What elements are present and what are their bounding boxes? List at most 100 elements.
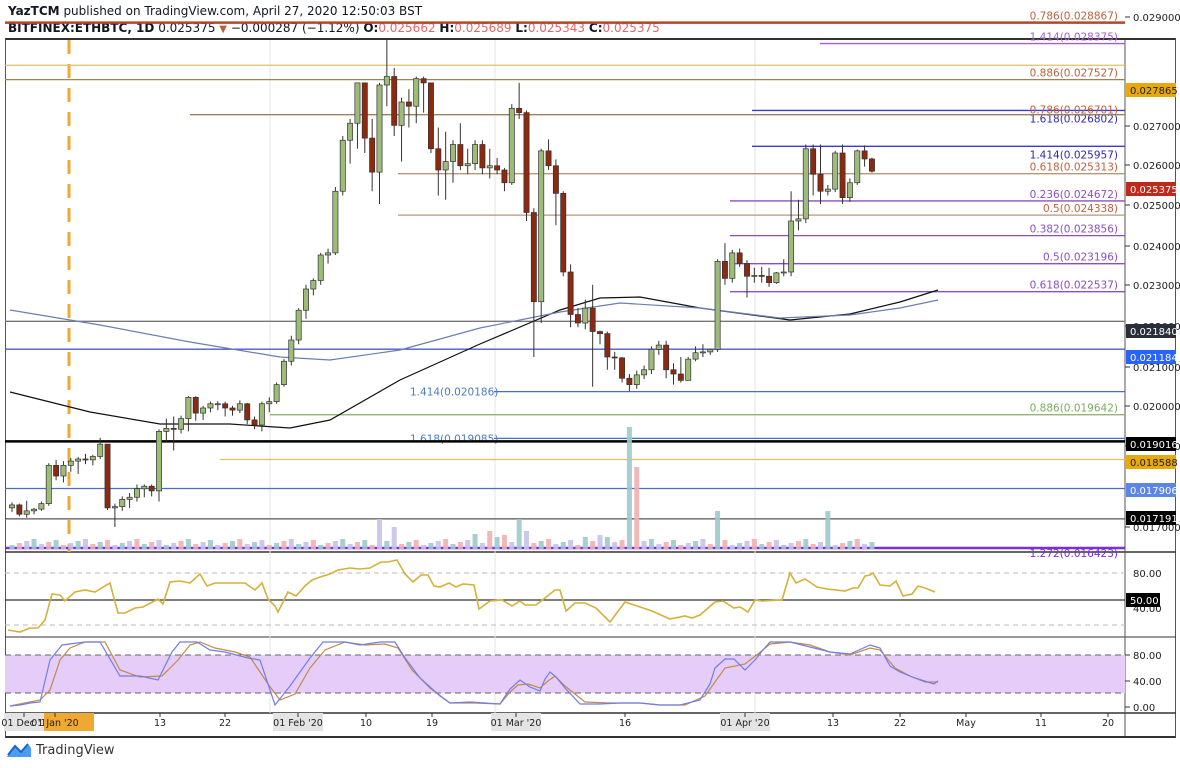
volume-bar — [862, 544, 868, 549]
last-price: 0.025375 — [158, 21, 216, 35]
publisher-name[interactable]: YazTCM — [8, 4, 60, 18]
volume-bar — [391, 527, 397, 549]
volume-bar — [435, 541, 441, 549]
volume-bar — [450, 544, 456, 549]
price-change: −0.000287 (−1.12%) — [230, 21, 360, 35]
volume-bar — [428, 543, 434, 549]
candle-down — [229, 407, 236, 411]
candle-up — [802, 148, 809, 220]
candle-down — [420, 78, 427, 84]
volume-bar — [501, 535, 507, 549]
volume-bar — [163, 545, 169, 549]
candle-up — [692, 352, 699, 360]
low-label: L: — [515, 21, 528, 35]
price-tick-label: 0.027000 — [1133, 122, 1180, 133]
price-badge-label: 0.021840 — [1130, 327, 1178, 338]
candle-up — [89, 456, 96, 461]
time-tick-label: 01 Dec '1 — [1, 718, 46, 729]
volume-bar — [531, 543, 537, 549]
candle-down — [361, 82, 368, 139]
volume-bar — [612, 542, 618, 549]
fib-level-label: 1.414(0.028375) — [1030, 32, 1118, 44]
volume-bar — [840, 543, 846, 549]
candle-up — [126, 496, 133, 500]
volume-bar — [560, 542, 566, 549]
candle-down — [170, 428, 177, 430]
candle-down — [758, 275, 765, 277]
candle-down — [574, 314, 581, 324]
volume-bar — [127, 541, 133, 549]
candle-up — [413, 78, 420, 107]
candle-down — [560, 193, 567, 273]
volume-bar — [90, 544, 96, 549]
candle-down — [567, 271, 574, 315]
stoch-tick-label: 0.00 — [1133, 703, 1155, 714]
tradingview-footer[interactable]: TradingView — [6, 742, 115, 758]
candle-up — [111, 506, 118, 509]
candle-down — [736, 252, 743, 264]
candle-up — [729, 252, 736, 279]
volume-bar — [38, 544, 44, 549]
candle-up — [655, 344, 662, 350]
volume-bar — [869, 542, 875, 549]
candle-down — [766, 275, 773, 283]
time-tick-label: 22 — [219, 718, 231, 729]
fib-level-label: 0.618(0.022537) — [1030, 280, 1118, 292]
volume-bar — [384, 541, 390, 549]
volume-bar — [281, 541, 287, 549]
volume-bar — [149, 542, 155, 549]
close-label: C: — [588, 21, 603, 35]
volume-bar — [538, 541, 544, 549]
time-tick-label: 01 Mar '20 — [491, 718, 542, 729]
price-badge-label: 0.019016 — [1130, 440, 1178, 451]
candle-up — [288, 339, 295, 362]
volume-bar — [678, 545, 684, 549]
price-tick-label: 0.024000 — [1133, 242, 1180, 253]
volume-bar — [332, 541, 338, 549]
candle-down — [677, 373, 684, 381]
chart-frame[interactable] — [5, 38, 1176, 738]
candle-up — [538, 150, 545, 303]
volume-bar — [568, 540, 574, 549]
volume-bar — [68, 543, 74, 549]
volume-bar — [443, 539, 449, 549]
time-highlight — [44, 713, 94, 731]
volume-bar — [847, 541, 853, 549]
candle-up — [854, 150, 861, 184]
volume-bar — [112, 545, 118, 549]
volume-bar — [9, 545, 15, 549]
volume-bar — [751, 539, 757, 549]
candle-down — [817, 173, 824, 192]
open-value: 0.025662 — [378, 21, 436, 35]
candle-up — [472, 144, 479, 164]
candle-up — [38, 503, 45, 510]
moving-average-line — [9, 289, 939, 429]
candle-up — [178, 418, 184, 430]
fib-level-label: 0.786(0.028867) — [1030, 11, 1118, 23]
price-tick-label: 0.017000 — [1133, 523, 1180, 534]
volume-bar — [141, 544, 147, 549]
price-badge — [1126, 182, 1176, 196]
volume-bar — [671, 540, 676, 549]
volume-bar — [795, 541, 801, 549]
price-badge — [1126, 83, 1176, 97]
volume-bar — [597, 535, 603, 549]
candle-down — [589, 307, 596, 332]
candle-down — [861, 150, 868, 160]
fib-level-label: 0.786(0.026701) — [1030, 105, 1118, 117]
volume-bar — [524, 531, 529, 549]
candle-up — [376, 84, 383, 173]
fib-level-label: 0.236(0.024672) — [1030, 189, 1118, 201]
candle-down — [604, 333, 611, 358]
price-tick-label: 0.025000 — [1133, 201, 1180, 212]
price-badge-label: 0.027865 — [1130, 86, 1178, 97]
volume-bar — [399, 544, 405, 549]
volume-bar — [171, 543, 177, 549]
candle-up — [23, 510, 30, 515]
volume-bar — [207, 540, 213, 549]
volume-bar — [185, 539, 191, 549]
candle-up — [832, 152, 839, 190]
volume-bar — [259, 540, 265, 549]
candle-down — [516, 108, 523, 113]
